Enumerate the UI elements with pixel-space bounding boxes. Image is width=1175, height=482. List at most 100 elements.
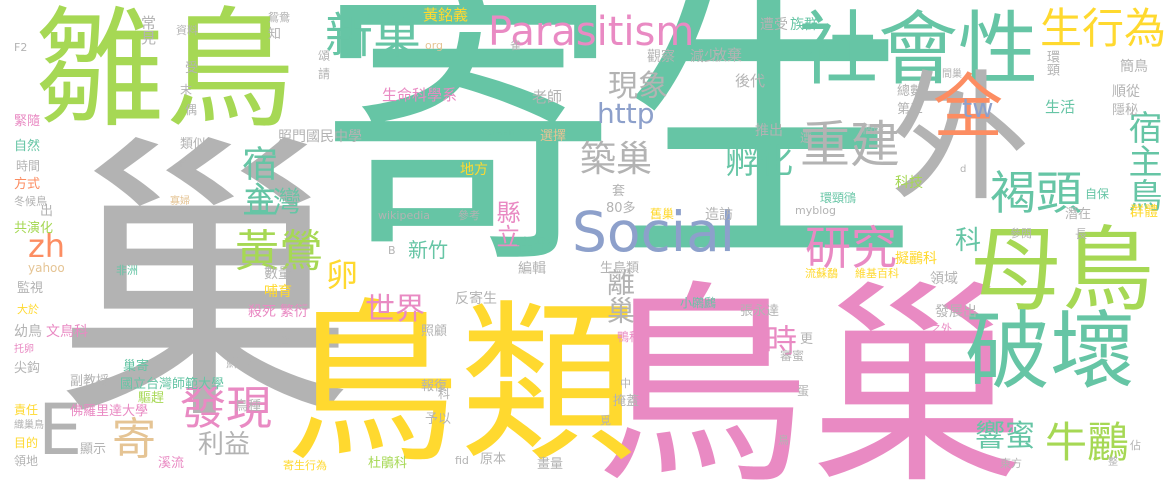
word-f2: F2 [14,41,28,54]
word-canyue: 參閱 [1010,227,1032,240]
word-huangmingyi: 黃銘義 [423,6,469,24]
word-foluolida: 佛羅里達大學 [70,404,149,419]
word-ziliao: 資料 [176,24,198,37]
word-geti: 個體 [862,123,884,136]
word-yuanben: 原本 [480,452,507,467]
word-fid: fid [455,454,469,467]
word-a: A [278,328,292,352]
word-ji: 寄 [112,414,156,465]
word-faxian: 發現 [180,381,272,435]
word-jiangou: 尖鈎 [14,361,41,376]
word-gongyanhua: 共演化 [14,221,54,236]
word-b: B [388,244,396,257]
word-f: F [180,159,186,170]
word-niuli: 牛鸝 [1045,418,1130,467]
word-luan: 卵 [321,258,359,290]
word-pohuai: 破壞 [965,303,1136,402]
word-shijian: 時間 [16,159,41,173]
word-yahoo: yahoo [28,261,65,275]
word-zhi: 知 [268,27,282,42]
word-hetou: 褐頭 [990,166,1082,220]
word-zhan: 佔 [1130,439,1141,452]
word-ziran: 自然 [14,139,41,154]
word-zhangyongda: 張永達 [740,304,780,319]
word-chao: 巢 [4,125,353,425]
word-qianzai: 潛在 [1065,207,1092,222]
word-youniao: 幼鳥 [14,324,42,340]
word-zaofang: 造訪 [705,207,733,223]
word-feizhou: 非洲 [116,264,138,277]
word-wenniaoke: 文鳥科 [46,324,88,340]
word-fazhanchu: 發展出 [935,304,977,320]
word-zheng: 整 [1108,457,1118,468]
word-mudi: 目的 [14,436,39,450]
word-hualiang: 畫量 [537,457,564,472]
word-social: Social [572,200,736,264]
word-fanjisheng: 反寄生 [455,291,497,307]
word-ke2: 科 [438,387,451,401]
word-ke: 科 [955,226,982,256]
word-shasi: 殺死 [248,304,276,320]
word-shida: 國立台灣師範大學 [120,377,225,392]
word-jianniao: 簡鳥 [1120,59,1148,75]
word-zhuchao: 築巢 [580,139,653,180]
word-fangqi: 放棄 [712,46,743,64]
word-ou: 偶 [185,103,198,117]
word-dan: 蛋 [797,384,810,398]
word-wikipedia: wikipedia [378,209,431,222]
word-chang: 長 [1075,227,1088,241]
word-d: d [960,164,967,175]
word-shengxingwei: 生行為 [1040,4,1167,53]
word-baofu: 報復 [421,379,448,394]
word-zao: 遭 [800,131,813,145]
word-suzhuniao: 宿主鳥 [1122,110,1162,212]
word-dujuanke: 杜鵑科 [368,456,408,471]
word-yake: 鴨科 [617,330,642,344]
word-taiwan: 台灣 [245,185,302,218]
word-liyi: 利益 [198,430,251,460]
word-shenmi: 審蜜 [780,349,805,363]
word-quan: 全 [933,66,1003,148]
word-zeren: 責任 [14,403,39,417]
word-zhichaoniao: 織巢鳥 [14,420,44,431]
word-fuhua: 孵化 [725,142,793,182]
word-fujiaoshou: 副教授 [70,374,110,389]
word-zhaomen: 照門國民中學 [278,129,362,145]
word-shehuixing: 社會性 [798,3,1038,96]
word-fanyan: 繁衍 [280,304,308,320]
word-zhaogu: 照顧 [421,324,448,339]
word-zhiwai: 之外 [930,322,952,335]
word-chongjian: 重建 [800,116,900,174]
word-mi: 覓 [600,414,611,427]
word-buyu: 哺育 [264,284,292,300]
word-xuanze: 選擇 [540,129,567,144]
word-xianshao: 鮮少 [226,356,253,371]
word-huanjingheng: 環頸鴴 [820,191,857,205]
word-jianshao: 減少 [690,49,718,65]
word-zh: zh [28,227,66,265]
word-tuoluan: 托卵 [14,344,34,355]
word-yanjiu: 研究 [805,221,897,275]
word-houdai: 後代 [735,72,766,90]
word-qugan: 驅趕 [138,391,165,406]
word-que: 雀 [510,39,521,52]
word-suzhu: 宿主 [236,145,277,217]
word-laoshi: 老師 [532,88,563,106]
word-green: green [486,127,515,138]
word-qunti: 群體 [1130,204,1158,220]
word-zhong: 中 [620,377,631,390]
word-xianshi: 顯示 [80,442,107,457]
word-changjian: 常見 [139,15,157,45]
word-zuqun: 族群 [790,17,818,33]
word-lichao: 離巢 [603,268,636,324]
word-leisi: 類似 [180,137,207,152]
word-dongfang: 東方 [1000,457,1022,470]
word-yuyi: 予以 [425,412,452,427]
word-e: E [38,389,83,471]
word-niaozhong: 鳥種 [235,399,262,414]
word-80duo: 80多 [606,201,636,216]
word-xianxiang: 現象 [608,69,668,104]
word-niao: 鳥 [778,434,789,447]
word-tuichu: 推出 [755,123,783,139]
